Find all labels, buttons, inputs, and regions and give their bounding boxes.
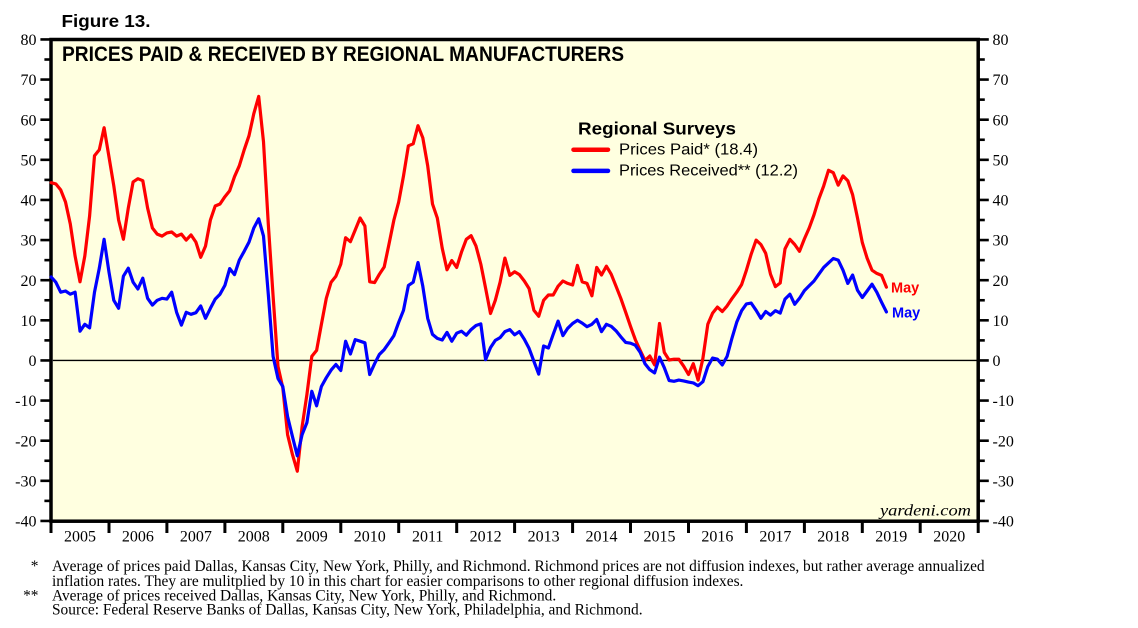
svg-text:2015: 2015 xyxy=(644,529,676,546)
svg-text:10: 10 xyxy=(993,313,1009,330)
svg-text:Figure 13.: Figure 13. xyxy=(62,11,151,31)
svg-text:-20: -20 xyxy=(15,433,36,450)
svg-text:70: 70 xyxy=(21,72,37,89)
svg-text:2008: 2008 xyxy=(238,529,270,546)
svg-text:Average of prices paid Dallas,: Average of prices paid Dallas, Kansas Ci… xyxy=(52,558,985,575)
svg-text:inflation rates. They are muli: inflation rates. They are mulitplied by … xyxy=(52,573,743,590)
svg-text:20: 20 xyxy=(21,273,37,290)
svg-text:Prices Paid* (18.4): Prices Paid* (18.4) xyxy=(619,141,758,158)
svg-text:2014: 2014 xyxy=(586,529,618,546)
svg-text:50: 50 xyxy=(993,152,1009,169)
svg-text:2019: 2019 xyxy=(875,529,907,546)
svg-text:May: May xyxy=(891,280,919,296)
svg-text:50: 50 xyxy=(21,152,37,169)
svg-text:40: 40 xyxy=(21,193,37,210)
svg-text:Regional Surveys: Regional Surveys xyxy=(578,118,736,138)
svg-text:2011: 2011 xyxy=(412,529,443,546)
svg-text:-10: -10 xyxy=(15,393,36,410)
svg-text:Prices Received** (12.2): Prices Received** (12.2) xyxy=(619,163,798,180)
svg-text:40: 40 xyxy=(993,193,1009,210)
svg-text:-20: -20 xyxy=(993,433,1014,450)
svg-text:70: 70 xyxy=(993,72,1009,89)
svg-text:-40: -40 xyxy=(993,514,1014,531)
svg-text:2007: 2007 xyxy=(180,529,212,546)
svg-text:60: 60 xyxy=(21,112,37,129)
svg-text:0: 0 xyxy=(993,353,1001,370)
svg-text:2005: 2005 xyxy=(64,529,96,546)
svg-text:30: 30 xyxy=(993,233,1009,250)
svg-text:-30: -30 xyxy=(15,473,36,490)
svg-text:0: 0 xyxy=(29,353,37,370)
svg-text:2010: 2010 xyxy=(354,529,386,546)
svg-text:*: * xyxy=(31,558,39,575)
svg-text:2012: 2012 xyxy=(470,529,502,546)
svg-text:PRICES PAID & RECEIVED BY REGI: PRICES PAID & RECEIVED BY REGIONAL MANUF… xyxy=(62,43,624,66)
svg-text:2016: 2016 xyxy=(701,529,733,546)
svg-text:20: 20 xyxy=(993,273,1009,290)
svg-text:Source: Federal Reserve Banks: Source: Federal Reserve Banks of Dallas,… xyxy=(52,601,643,618)
svg-text:-40: -40 xyxy=(15,514,36,531)
svg-text:2006: 2006 xyxy=(122,529,154,546)
svg-text:Average of prices received Dal: Average of prices received Dallas, Kansa… xyxy=(52,587,556,604)
svg-text:2017: 2017 xyxy=(759,529,791,546)
svg-text:-10: -10 xyxy=(993,393,1014,410)
svg-text:60: 60 xyxy=(993,112,1009,129)
svg-text:2020: 2020 xyxy=(933,529,965,546)
svg-text:2009: 2009 xyxy=(296,529,328,546)
svg-text:80: 80 xyxy=(993,32,1009,49)
svg-text:yardeni.com: yardeni.com xyxy=(878,503,971,520)
svg-text:10: 10 xyxy=(21,313,37,330)
svg-text:**: ** xyxy=(23,587,38,604)
svg-text:2018: 2018 xyxy=(817,529,849,546)
svg-text:May: May xyxy=(892,306,920,322)
svg-text:2013: 2013 xyxy=(528,529,560,546)
svg-text:-30: -30 xyxy=(993,473,1014,490)
svg-text:80: 80 xyxy=(21,32,37,49)
svg-text:30: 30 xyxy=(21,233,37,250)
